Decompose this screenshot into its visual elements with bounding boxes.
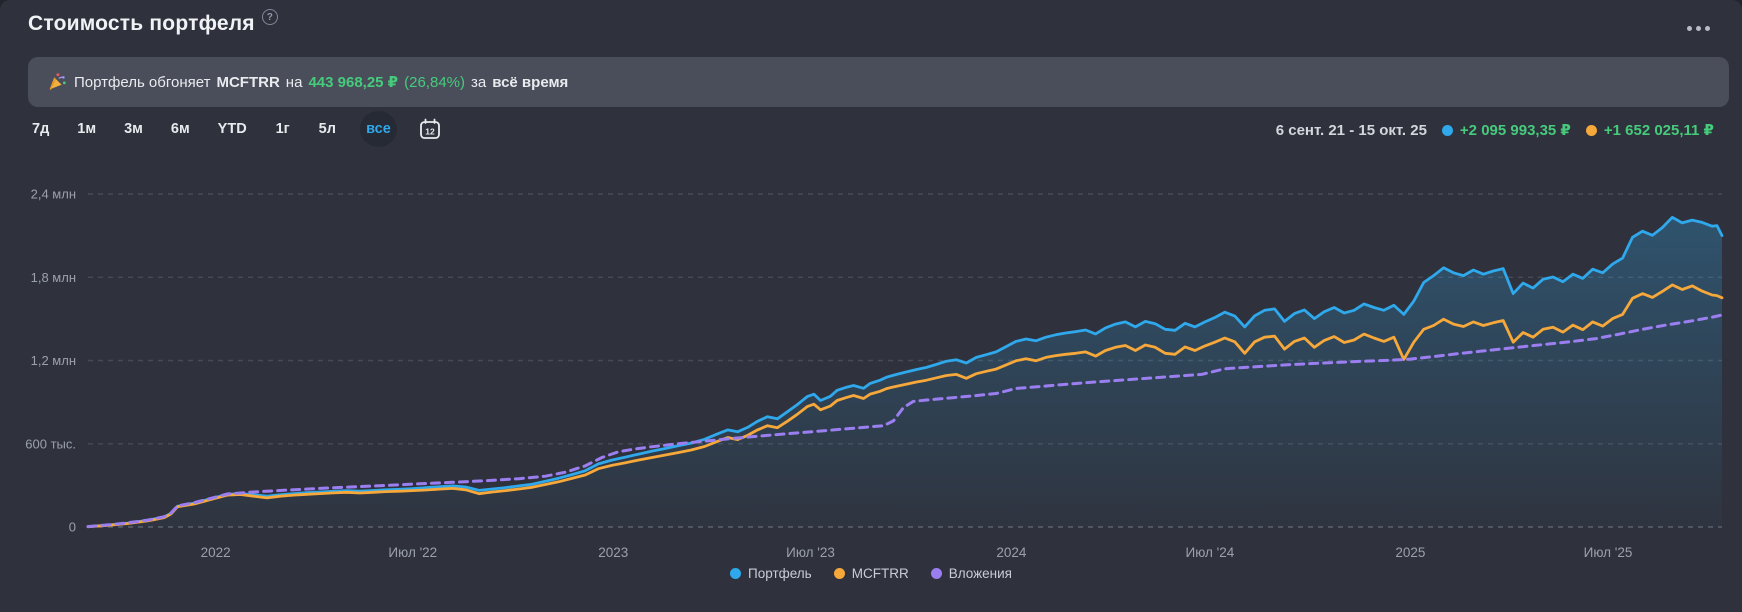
period-button-ytd[interactable]: YTD (217, 121, 247, 137)
ellipsis-dot (1705, 26, 1710, 31)
banner-prefix: Портфель обгоняет (74, 73, 211, 91)
ellipsis-dot (1696, 26, 1701, 31)
x-tick-label: Июл '23 (786, 545, 835, 560)
calendar-icon: 12 (420, 118, 440, 139)
legend-dot-vlozheniya (930, 568, 942, 579)
y-tick-label: 1,8 млн (31, 270, 76, 285)
banner-period: всё время (492, 73, 569, 91)
x-tick-label: 2025 (1395, 545, 1425, 560)
period-selector: 7д 1м 3м 6м YTD 1г 5л все 12 (28, 111, 443, 147)
period-button-3m[interactable]: 3м (124, 121, 143, 137)
x-tick-label: Июл '22 (388, 545, 437, 560)
chart-legend: Портфель MCFTRR Вложения (0, 566, 1742, 581)
series-layer (86, 215, 1724, 529)
party-popper-icon (49, 73, 66, 90)
benchmark-gain: +1 652 025,11 ₽ (1585, 121, 1714, 139)
axis-labels-layer: 0 600 тыс. 1,2 млн 1,8 млн 2,4 млн 2022 Июл '2… (25, 187, 1632, 561)
portfolio-dot (1441, 124, 1453, 136)
y-tick-label: 2,4 млн (31, 187, 76, 202)
legend-dot-portfolio (730, 568, 742, 579)
banner-preposition: на (285, 73, 303, 91)
y-tick-label: 0 (69, 520, 76, 535)
y-tick-label: 1,2 млн (31, 353, 76, 368)
period-button-all[interactable]: все (359, 111, 397, 147)
x-tick-label: 2023 (598, 545, 628, 560)
series-line-портфель (86, 215, 1724, 528)
banner-suffix: за (471, 73, 487, 91)
banner-text: Портфель обгоняет MCFTRR на 443 968,25 ₽… (74, 73, 569, 92)
page-title: Стоимость портфеля (28, 12, 255, 35)
help-icon[interactable]: ? (261, 9, 278, 25)
legend-label: MCFTRR (851, 566, 909, 581)
x-tick-label: 2024 (996, 545, 1027, 560)
legend-item-mcftrr[interactable]: MCFTRR (833, 566, 909, 581)
x-tick-label: Июл '24 (1186, 545, 1235, 560)
banner-outperform-amount: 443 968,25 ₽ (308, 74, 399, 91)
period-button-6m[interactable]: 6м (170, 121, 190, 137)
series-line-вложения (86, 313, 1724, 529)
series-line-mcftrr (86, 283, 1724, 529)
period-button-1y[interactable]: 1г (275, 121, 290, 137)
legend-label: Вложения (948, 566, 1012, 581)
period-button-7d[interactable]: 7д (32, 121, 50, 137)
card-header: Стоимость портфеля ? (28, 9, 278, 36)
period-button-5y[interactable]: 5л (318, 121, 336, 137)
svg-text:12: 12 (425, 127, 435, 137)
period-button-1m[interactable]: 1м (77, 121, 97, 137)
legend-item-vlozheniya[interactable]: Вложения (930, 566, 1012, 581)
date-range-label: 6 сент. 21 - 15 окт. 25 (1275, 121, 1427, 139)
performance-banner: Портфель обгоняет MCFTRR на 443 968,25 ₽… (28, 57, 1729, 107)
calendar-range-button[interactable]: 12 (417, 111, 443, 147)
banner-benchmark-name: MCFTRR (216, 73, 280, 91)
range-info: 6 сент. 21 - 15 окт. 25 +2 095 993,35 ₽ … (1276, 118, 1714, 142)
benchmark-gain-value: +1 652 025,11 ₽ (1603, 122, 1714, 139)
benchmark-dot (1585, 124, 1597, 136)
ellipsis-menu-button[interactable] (1685, 20, 1712, 37)
y-tick-label: 600 тыс. (25, 436, 76, 451)
ellipsis-dot (1687, 26, 1692, 31)
x-tick-label: Июл '25 (1584, 545, 1633, 560)
portfolio-gain: +2 095 993,35 ₽ (1441, 121, 1571, 139)
portfolio-area-fill (88, 217, 1722, 528)
x-tick-label: 2022 (201, 545, 231, 560)
legend-label: Портфель (748, 566, 812, 581)
banner-outperform-percent: (26,84%) (404, 73, 465, 91)
portfolio-gain-value: +2 095 993,35 ₽ (1459, 122, 1571, 139)
legend-item-portfolio[interactable]: Портфель (730, 566, 812, 581)
legend-dot-mcftrr (833, 568, 845, 579)
